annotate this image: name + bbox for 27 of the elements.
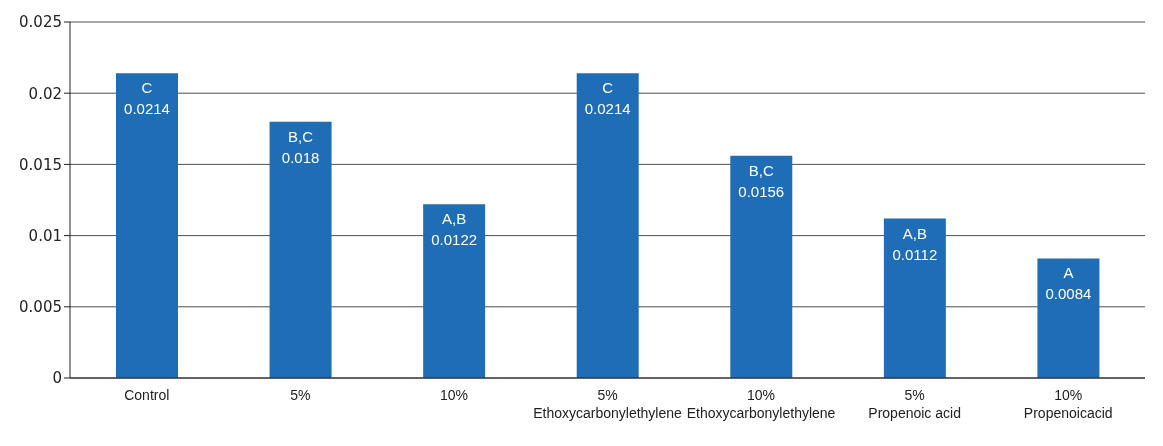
x-tick-label: 5% Ethoxycarbonylethylene <box>533 387 683 421</box>
bar <box>576 73 639 378</box>
data-label: C 0.0214 <box>124 79 170 118</box>
bar <box>1037 258 1100 378</box>
data-label: C 0.0214 <box>584 79 631 118</box>
bar <box>116 73 178 378</box>
data-label: B,C 0.018 <box>281 127 320 166</box>
bar <box>269 121 332 378</box>
data-label: A,B 0.0112 <box>892 224 938 263</box>
y-tick-label: 0.02 <box>28 84 62 103</box>
data-label: B,C 0.0156 <box>738 161 785 200</box>
x-tick-label: 5% <box>290 387 311 403</box>
bar <box>423 204 486 378</box>
y-tick-label: 0 <box>52 369 62 388</box>
y-tick-label: 0.015 <box>19 155 62 174</box>
bar <box>883 218 946 378</box>
y-tick-label: 0.01 <box>28 226 62 245</box>
data-label: A 0.0084 <box>1045 264 1092 303</box>
x-tick-label: Control <box>124 387 170 403</box>
x-tick-label: 10% Propenoicacid <box>1023 387 1113 421</box>
x-tick-label: 5% Propenoic acid <box>868 387 961 421</box>
bar <box>730 155 793 378</box>
data-label: A,B 0.0122 <box>431 210 478 249</box>
y-tick-label: 0.025 <box>19 13 62 32</box>
y-tick-label: 0.005 <box>19 298 62 317</box>
x-tick-label: 10% Ethoxycarbonylethylene <box>686 387 836 421</box>
x-tick-label: 10% <box>439 387 468 403</box>
